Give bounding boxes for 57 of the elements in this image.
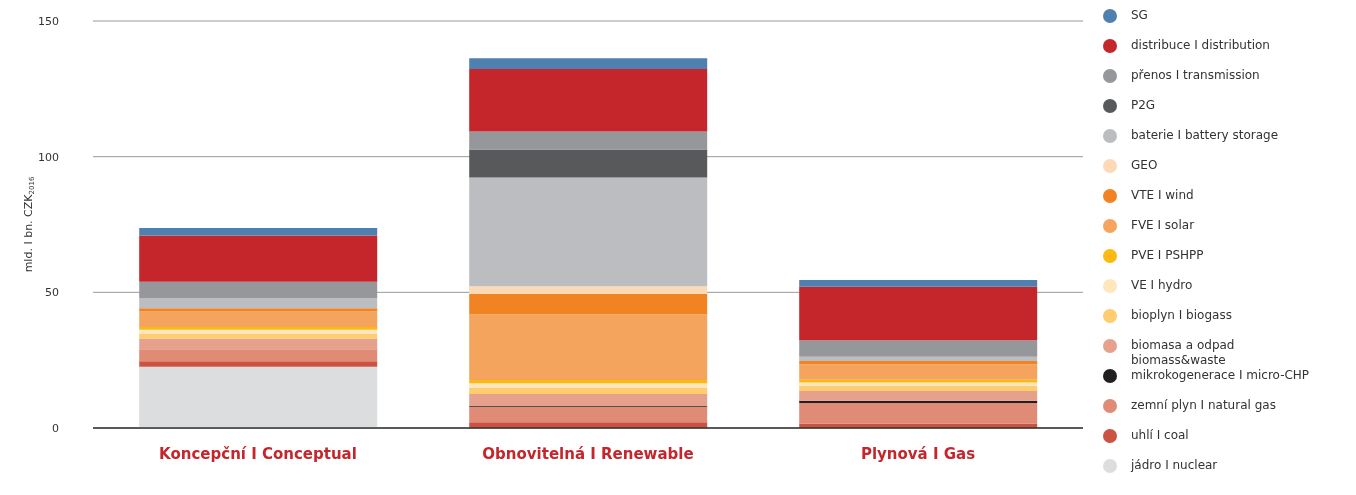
bar — [799, 400, 1038, 404]
bar — [799, 385, 1038, 392]
bar — [139, 338, 378, 350]
legend-label: distribuce I distribution — [1131, 38, 1270, 53]
bar — [799, 391, 1038, 401]
bar — [139, 228, 378, 236]
legend-label: baterie I battery storage — [1131, 128, 1279, 143]
y-tick-label: 100 — [38, 150, 59, 164]
legend-label: bioplyn I biogass — [1131, 308, 1232, 323]
bar — [469, 293, 708, 315]
bar — [469, 387, 708, 395]
legend-label: SG — [1131, 8, 1148, 23]
bar — [139, 349, 378, 362]
bar — [139, 327, 378, 330]
bar — [469, 406, 708, 423]
bar — [139, 298, 378, 309]
bar — [139, 235, 378, 282]
y-tick-label: 150 — [38, 14, 59, 28]
legend-label: P2G — [1131, 98, 1156, 113]
bar — [139, 361, 378, 367]
legend-label: PVE I PSHPP — [1131, 248, 1204, 263]
legend-label: jádro I nuclear — [1131, 458, 1218, 473]
legend-label: přenos I transmission — [1131, 68, 1260, 83]
bar — [799, 360, 1038, 365]
bar — [469, 314, 708, 380]
legend-label: uhlí I coal — [1131, 428, 1189, 443]
bar — [469, 58, 708, 70]
bar — [469, 149, 708, 178]
bar — [469, 379, 708, 384]
bar — [469, 286, 708, 294]
y-tick-label: 0 — [52, 421, 59, 435]
bar — [469, 131, 708, 150]
legend-label: mikrokogenerace I micro-CHP — [1131, 368, 1310, 383]
bar — [799, 364, 1038, 380]
y-tick-label: 50 — [45, 286, 59, 300]
x-tick-label: Koncepční I Conceptual — [159, 444, 357, 463]
bar — [139, 308, 378, 312]
bar — [139, 334, 378, 339]
bar — [139, 311, 378, 328]
bar — [469, 177, 708, 287]
bar — [799, 403, 1038, 424]
bar — [799, 280, 1038, 287]
x-tick-label: Obnovitelná I Renewable — [482, 444, 694, 463]
bar — [799, 286, 1038, 341]
bar — [469, 383, 708, 388]
bar — [139, 366, 378, 428]
legend-label: GEO — [1131, 158, 1158, 173]
bar — [139, 329, 378, 335]
legend-label: FVE I solar — [1131, 218, 1195, 233]
bar — [469, 394, 708, 407]
bar — [469, 69, 708, 132]
legend-label: zemní plyn I natural gas — [1131, 398, 1276, 413]
x-tick-label: Plynová I Gas — [860, 444, 976, 463]
bar — [799, 356, 1038, 361]
legend-label: VE I hydro — [1131, 278, 1193, 293]
bar — [799, 340, 1038, 357]
legend-label: VTE I wind — [1131, 188, 1194, 203]
